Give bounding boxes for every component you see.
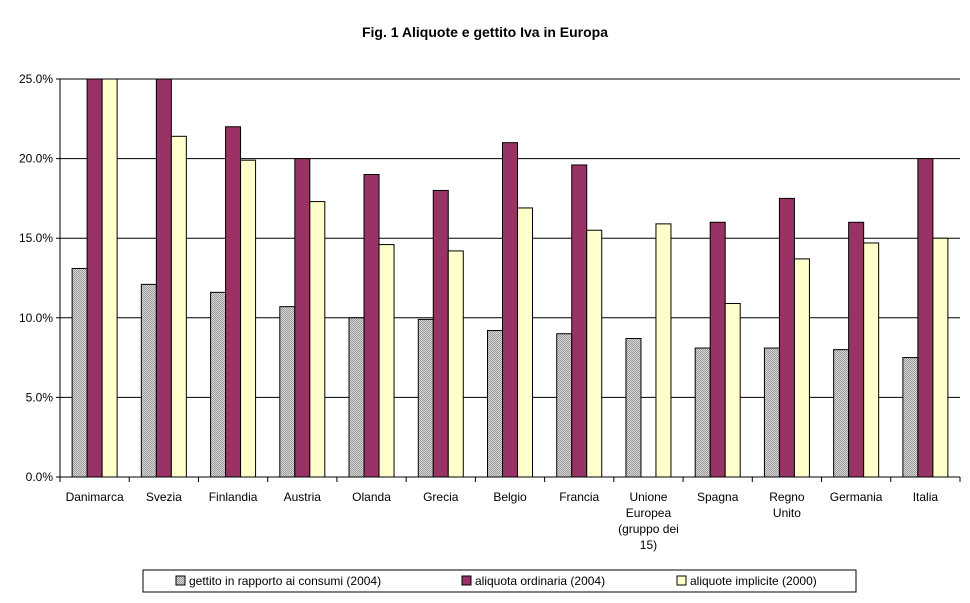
bar	[101, 78, 118, 478]
bar	[778, 197, 795, 478]
bar	[932, 237, 949, 478]
bars	[71, 78, 949, 478]
bar	[294, 158, 311, 478]
x-tick-label: 15)	[640, 538, 657, 552]
bar	[848, 221, 865, 478]
x-tick-label: Austria	[284, 490, 322, 504]
x-tick-label: Europea	[626, 506, 672, 520]
legend-label: gettito in rapporto ai consumi (2004)	[189, 574, 381, 588]
bar	[140, 283, 157, 478]
x-tick-label: Danimarca	[66, 490, 124, 504]
bar	[709, 221, 726, 478]
x-tick-label: Germania	[830, 490, 883, 504]
bar	[155, 78, 172, 478]
bar	[586, 229, 603, 478]
x-tick-label: Francia	[559, 490, 599, 504]
y-tick-label: 10.0%	[19, 311, 53, 325]
chart-title: Fig. 1 Aliquote e gettito Iva in Europa	[362, 24, 608, 40]
legend-label: aliquota ordinaria (2004)	[475, 574, 605, 588]
legend-swatch	[676, 575, 687, 586]
x-tick-label: Grecia	[423, 490, 459, 504]
x-tick-label: Italia	[913, 490, 939, 504]
x-axis-labels: Danimarca Svezia Finlandia Austria Olanda Gre…	[66, 490, 939, 552]
bar	[833, 349, 850, 478]
bar	[378, 244, 395, 478]
bar	[417, 318, 434, 478]
bar	[348, 317, 365, 478]
bar	[902, 357, 919, 478]
bar	[432, 189, 449, 478]
bar	[279, 306, 296, 478]
bar	[571, 164, 588, 478]
bar	[793, 258, 810, 478]
bar	[71, 267, 88, 478]
x-tick-label: Unito	[773, 506, 801, 520]
y-tick-label: 25.0%	[19, 72, 53, 86]
x-tick-label: Finlandia	[209, 490, 258, 504]
bar	[240, 159, 257, 478]
axes	[59, 79, 961, 482]
bar	[655, 223, 672, 478]
legend-swatch	[175, 575, 186, 586]
x-tick-label: Olanda	[352, 490, 391, 504]
bar	[917, 158, 934, 478]
x-tick-label: Spagna	[697, 490, 739, 504]
bar	[447, 250, 464, 478]
bar	[694, 347, 711, 478]
x-tick-label: (gruppo dei	[618, 522, 679, 536]
bar	[517, 207, 533, 478]
bar	[556, 333, 573, 478]
x-tick-label: Belgio	[493, 490, 527, 504]
y-axis-ticks: 0.0% 5.0% 10.0% 15.0% 20.0% 25.0%	[19, 72, 60, 484]
legend-swatch	[461, 575, 472, 586]
bar	[170, 135, 187, 478]
x-tick-label: Unione	[629, 490, 667, 504]
bar	[210, 291, 227, 478]
bar	[86, 78, 103, 478]
x-tick-label: Regno	[769, 490, 805, 504]
bar	[763, 347, 780, 478]
y-tick-label: 15.0%	[19, 231, 53, 245]
legend: gettito in rapporto ai consumi (2004) ali…	[142, 569, 857, 593]
y-tick-label: 0.0%	[26, 470, 54, 484]
bar	[502, 142, 518, 478]
x-tick-label: Svezia	[146, 490, 182, 504]
y-tick-label: 20.0%	[19, 152, 53, 166]
y-tick-label: 5.0%	[26, 390, 54, 404]
legend-label: aliquote implicite (2000)	[690, 574, 817, 588]
bar	[487, 330, 503, 478]
bar	[363, 174, 380, 478]
bar	[724, 302, 741, 478]
bar	[225, 126, 242, 478]
bar	[309, 201, 326, 478]
bar	[625, 337, 642, 478]
bar	[863, 242, 880, 478]
